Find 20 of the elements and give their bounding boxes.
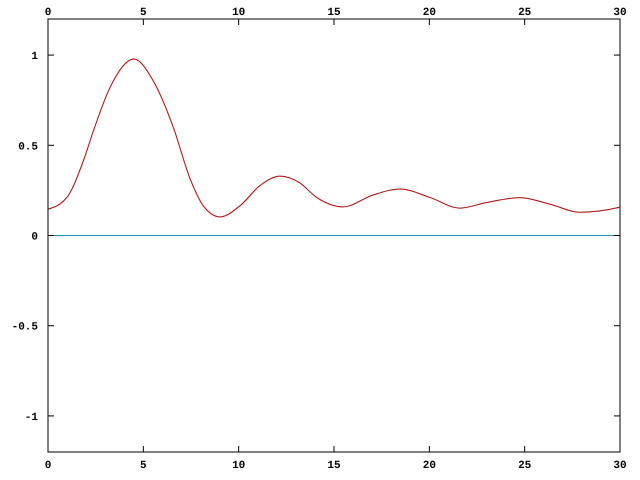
x-tick-label: 30 bbox=[613, 7, 627, 19]
x-tick-label: 20 bbox=[422, 7, 436, 19]
x2-tick-label: 5 bbox=[140, 460, 148, 472]
x2-tick-label: 10 bbox=[232, 460, 246, 472]
y-tick-label: -1 bbox=[24, 412, 38, 424]
y-tick-label: 1 bbox=[31, 51, 38, 64]
x2-tick-label: 0 bbox=[44, 460, 52, 472]
x-tick-label: 5 bbox=[140, 7, 148, 19]
x-tick-label: 25 bbox=[518, 7, 532, 19]
x-tick-label: 10 bbox=[232, 7, 246, 19]
x2-tick-label: 15 bbox=[327, 460, 341, 472]
y-tick-label: 0.5 bbox=[18, 141, 38, 154]
y-tick-label: -0.5 bbox=[12, 322, 38, 334]
x2-tick-label: 30 bbox=[613, 460, 627, 472]
x2-tick-label: 20 bbox=[422, 460, 436, 472]
line-series bbox=[48, 58, 620, 218]
y-tick-label: 0 bbox=[31, 232, 38, 244]
x-tick-label: 15 bbox=[327, 7, 341, 19]
x2-tick-label: 25 bbox=[518, 460, 532, 472]
x-tick-label: 0 bbox=[44, 7, 52, 19]
